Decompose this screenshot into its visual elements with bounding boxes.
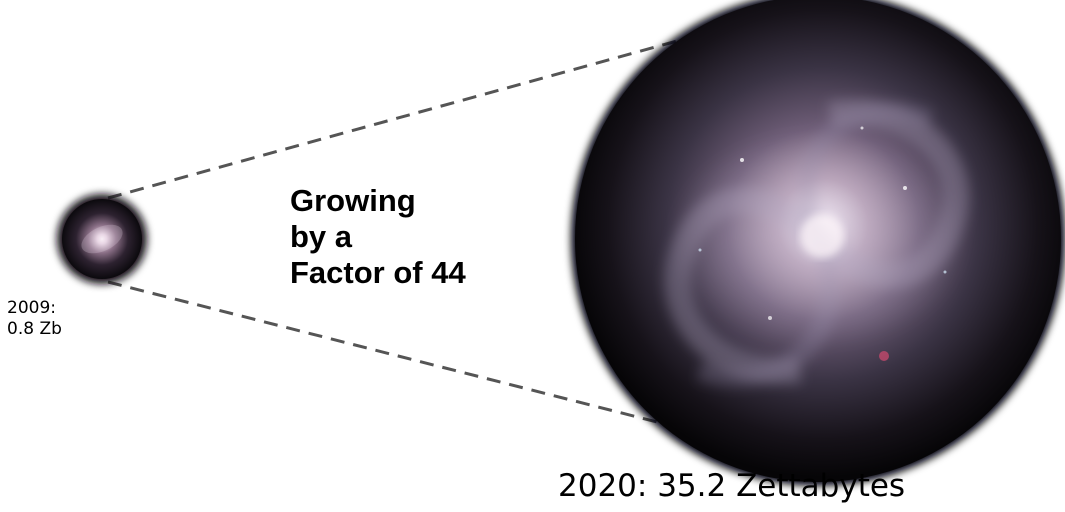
small-galaxy-size: 0.8 Zb xyxy=(7,319,62,339)
small-galaxy-label: 2009: 0.8 Zb xyxy=(7,298,62,340)
large-galaxy-label: 2020: 35.2 Zettabytes xyxy=(558,468,906,504)
growth-line-3: Factor of 44 xyxy=(290,255,466,290)
growth-line-1: Growing xyxy=(290,183,416,218)
growth-headline: Growing by a Factor of 44 xyxy=(290,183,466,291)
growth-line-2: by a xyxy=(290,219,353,254)
lower-dashed-line xyxy=(107,280,709,437)
large-galaxy-icon xyxy=(571,0,1065,486)
upper-dashed-line xyxy=(107,12,776,200)
small-galaxy-icon xyxy=(57,194,147,284)
small-galaxy-year: 2009: xyxy=(7,298,56,318)
